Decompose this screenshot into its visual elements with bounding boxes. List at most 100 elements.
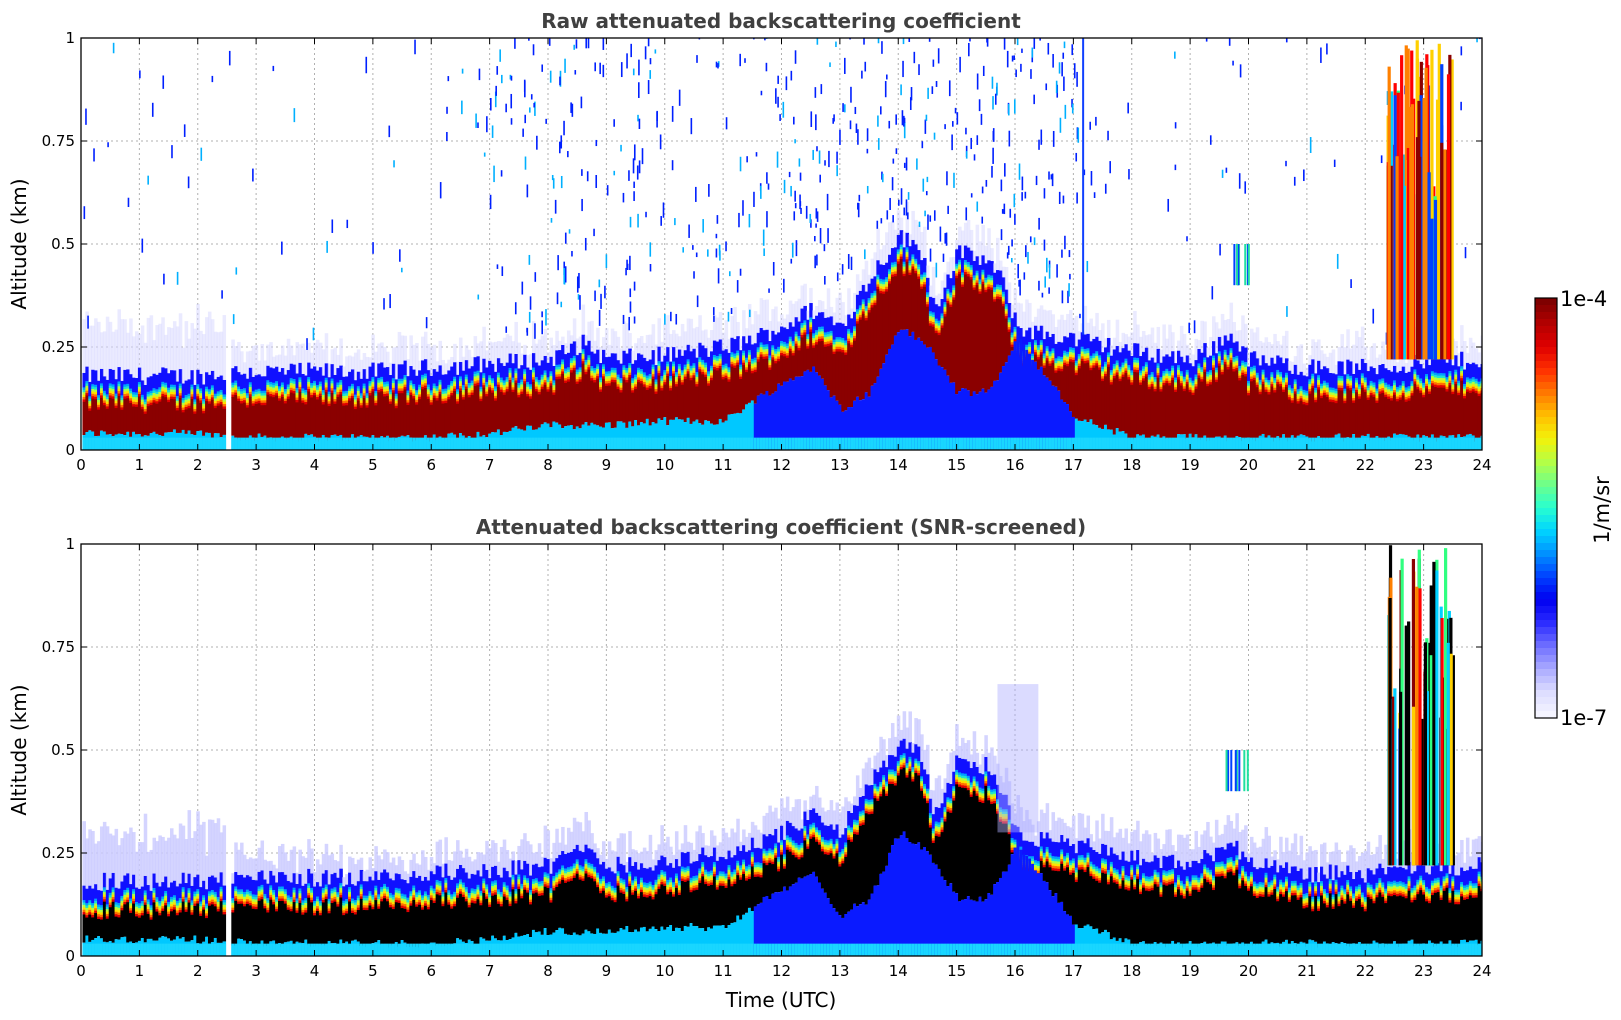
field-surface-column [993, 380, 997, 450]
field-gradient-band [692, 365, 696, 369]
field-gradient-band [237, 391, 241, 395]
field-core-column [272, 397, 276, 440]
field-gradient-band [1133, 359, 1137, 363]
field-blue-edge [850, 318, 854, 334]
field-ground-strip [1322, 437, 1327, 450]
field-surface-column [925, 347, 930, 450]
field-gradient-band [1223, 359, 1228, 363]
field-ground-strip [1363, 437, 1368, 450]
field-gradient-band [955, 270, 959, 274]
field-gradient-band [172, 396, 177, 400]
field-blue-edge [707, 356, 711, 372]
field-gradient-band [237, 388, 241, 392]
field-gradient-band [91, 384, 95, 388]
field-core-column [1252, 380, 1257, 440]
field-gradient-band [383, 384, 387, 388]
field-ground-strip [718, 437, 723, 450]
field-gradient-band [1036, 357, 1041, 360]
field-gradient-band [1369, 385, 1374, 389]
field-haze-column [578, 336, 583, 353]
field-gradient-band [1200, 379, 1204, 383]
field-gradient-band [453, 376, 457, 380]
field-core-column [534, 391, 539, 430]
field-gradient-band [648, 378, 653, 382]
field-gradient-band [1355, 389, 1359, 393]
field-gradient-band [622, 365, 626, 369]
field-gradient-band [1398, 385, 1403, 389]
field-gradient-band [835, 341, 840, 345]
field-gradient-band [794, 336, 799, 340]
field-ground-strip [613, 437, 618, 450]
field-gradient-band [797, 335, 802, 339]
field-core-column [701, 374, 705, 425]
field-gradient-band [123, 389, 127, 393]
field-gradient-band [170, 391, 174, 395]
field-gradient-band [645, 387, 650, 391]
field-blue-edge [1317, 360, 1321, 376]
field-gradient-band [134, 394, 139, 398]
field-core-column [578, 381, 583, 429]
field-gradient-band [275, 390, 279, 394]
field-gradient-band [231, 394, 235, 398]
field-core-column [1273, 392, 1277, 442]
field-gradient-band [1401, 381, 1406, 384]
field-haze-column [1244, 323, 1248, 348]
field-ground-strip [496, 437, 501, 450]
field-core-column [1203, 371, 1207, 436]
field-gradient-band [1340, 385, 1344, 389]
field-gradient-band [823, 341, 828, 345]
field-ground-strip [391, 437, 396, 450]
field-gradient-band [1156, 375, 1161, 379]
field-core-column [861, 313, 866, 400]
field-surface-column [724, 420, 729, 450]
field-core-column [260, 405, 265, 437]
field-gradient-band [240, 398, 244, 402]
field-core-column [721, 379, 726, 423]
field-haze-column [599, 347, 603, 363]
field-ground-strip [1252, 437, 1257, 450]
field-ground-strip [774, 437, 778, 450]
field-blue-edge [1404, 372, 1409, 388]
field-haze-column [336, 354, 340, 369]
field-haze-column [707, 337, 711, 357]
field-gradient-band [1217, 356, 1222, 360]
field-gradient-band [1214, 374, 1219, 378]
field-gradient-band [476, 377, 481, 381]
field-gradient-band [108, 392, 113, 396]
field-blue-edge [987, 260, 991, 276]
field-gradient-band [1369, 383, 1374, 387]
field-gradient-band [826, 341, 831, 345]
field-gradient-band [321, 392, 326, 396]
field-ground-strip [683, 437, 688, 450]
field-ground-strip [149, 437, 154, 450]
field-gradient-band [1080, 346, 1085, 350]
field-gradient-band [400, 388, 405, 392]
field-gradient-band [1179, 378, 1184, 382]
field-gradient-band [88, 401, 92, 405]
field-ground-strip [1031, 437, 1035, 450]
field-surface-column [1063, 402, 1067, 450]
field-gradient-band [561, 361, 565, 365]
field-gradient-band [534, 388, 539, 392]
field-gradient-band [438, 387, 443, 390]
field-gradient-band [1057, 356, 1061, 360]
field-blue-edge [683, 350, 688, 366]
field-surface-column [896, 332, 901, 450]
field-core-column [164, 397, 168, 433]
field-ground-strip [601, 437, 606, 450]
field-gradient-band [709, 370, 714, 374]
field-ground-strip [158, 437, 162, 450]
field-gradient-band [540, 377, 545, 381]
field-gradient-band [1054, 360, 1058, 364]
field-core-column [1150, 386, 1155, 436]
field-gradient-band [453, 383, 457, 387]
field-blue-edge [222, 379, 227, 395]
field-gradient-band [167, 392, 171, 396]
field-haze-column [380, 342, 384, 363]
field-gradient-band [304, 389, 308, 393]
field-gradient-band [1185, 369, 1190, 373]
field-core-column [1141, 380, 1146, 435]
field-gradient-band [797, 343, 802, 347]
field-ground-strip [202, 437, 206, 450]
field-haze-column [362, 353, 367, 370]
